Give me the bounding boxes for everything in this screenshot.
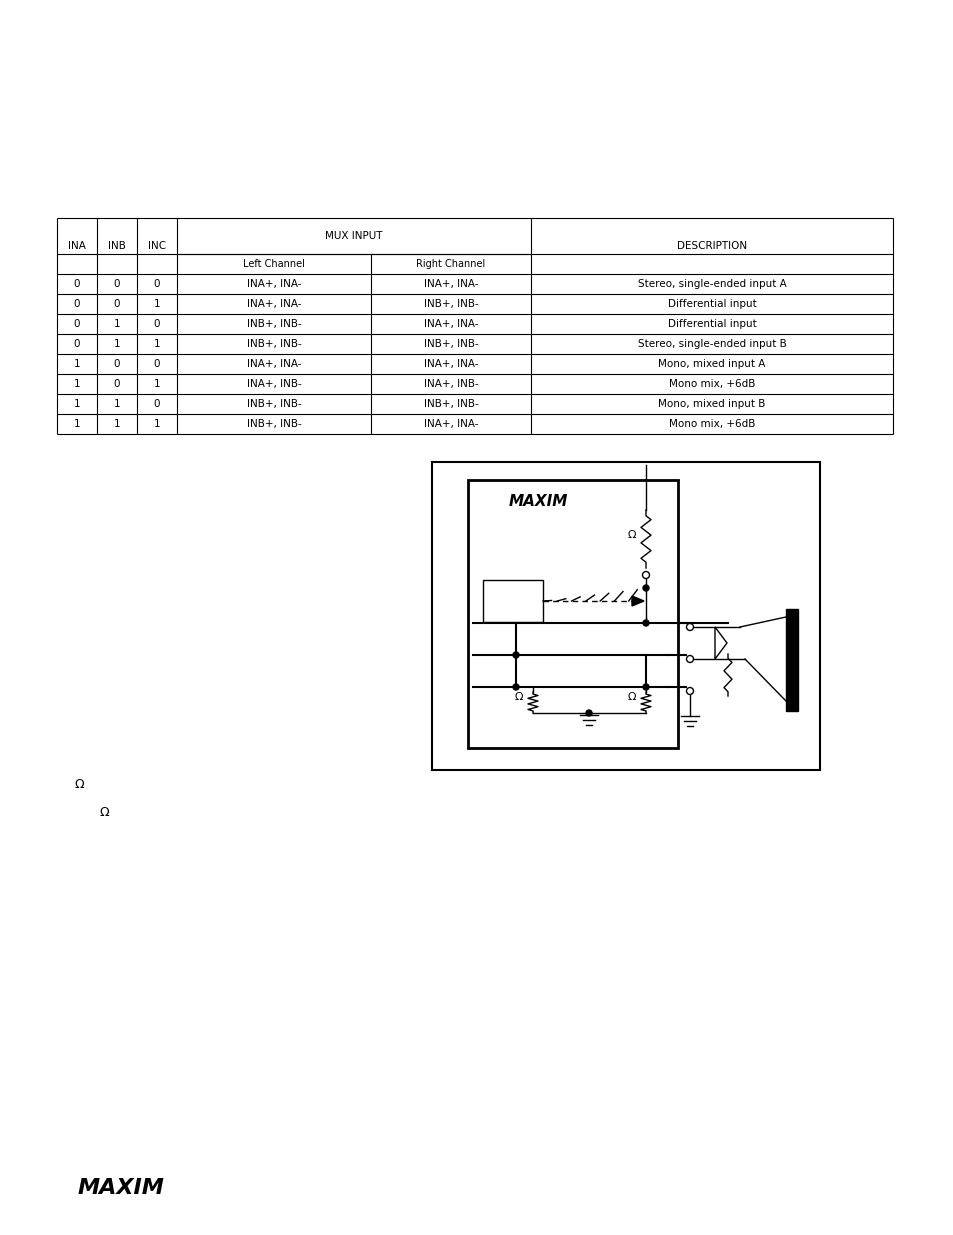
Text: INB+, INB-: INB+, INB- xyxy=(247,319,301,329)
Polygon shape xyxy=(785,609,797,711)
Polygon shape xyxy=(631,597,643,606)
Text: Mono, mixed input A: Mono, mixed input A xyxy=(658,359,765,369)
Circle shape xyxy=(642,620,648,626)
Text: 1: 1 xyxy=(153,379,160,389)
Text: MAXIM: MAXIM xyxy=(508,494,567,510)
Text: 0: 0 xyxy=(73,279,80,289)
Circle shape xyxy=(513,684,518,690)
Text: MUX INPUT: MUX INPUT xyxy=(325,231,382,241)
Text: 0: 0 xyxy=(113,299,120,309)
Text: INB+, INB-: INB+, INB- xyxy=(247,338,301,350)
Circle shape xyxy=(686,624,693,631)
Text: INA+, INA-: INA+, INA- xyxy=(423,279,477,289)
Text: INB: INB xyxy=(108,241,126,251)
Text: INA: INA xyxy=(68,241,86,251)
Text: 1: 1 xyxy=(153,419,160,429)
Text: 1: 1 xyxy=(153,338,160,350)
Text: 1: 1 xyxy=(113,419,120,429)
Text: Mono, mixed input B: Mono, mixed input B xyxy=(658,399,765,409)
Text: Ω: Ω xyxy=(75,778,85,792)
Circle shape xyxy=(642,585,648,592)
Circle shape xyxy=(585,710,592,716)
Text: 1: 1 xyxy=(73,359,80,369)
Bar xyxy=(432,462,820,769)
Text: INA+, INA-: INA+, INA- xyxy=(247,299,301,309)
Text: 1: 1 xyxy=(113,399,120,409)
Text: 0: 0 xyxy=(113,279,120,289)
Text: 1: 1 xyxy=(113,338,120,350)
Bar xyxy=(468,480,678,748)
Text: 0: 0 xyxy=(153,279,160,289)
Text: Mono mix, +6dB: Mono mix, +6dB xyxy=(668,379,755,389)
Text: INB+, INB-: INB+, INB- xyxy=(247,419,301,429)
Text: 0: 0 xyxy=(73,299,80,309)
Text: Left Channel: Left Channel xyxy=(243,259,305,269)
Text: MAXIM: MAXIM xyxy=(78,1178,165,1198)
Text: 0: 0 xyxy=(73,319,80,329)
Text: INB+, INB-: INB+, INB- xyxy=(423,399,477,409)
Text: 1: 1 xyxy=(153,299,160,309)
Text: 0: 0 xyxy=(73,338,80,350)
Text: INA+, INA-: INA+, INA- xyxy=(423,359,477,369)
Circle shape xyxy=(641,572,649,578)
Text: INC: INC xyxy=(148,241,166,251)
Circle shape xyxy=(686,656,693,662)
Text: INA+, INB-: INA+, INB- xyxy=(247,379,301,389)
Text: INB+, INB-: INB+, INB- xyxy=(423,299,477,309)
Text: Ω: Ω xyxy=(100,805,110,819)
Polygon shape xyxy=(714,627,726,659)
Text: Ω: Ω xyxy=(627,693,636,703)
Text: Ω: Ω xyxy=(627,530,636,540)
Text: 1: 1 xyxy=(73,399,80,409)
Circle shape xyxy=(642,684,648,690)
Text: INB+, INB-: INB+, INB- xyxy=(247,399,301,409)
Text: Ω: Ω xyxy=(515,693,522,703)
Bar xyxy=(482,580,542,622)
Text: INA+, INA-: INA+, INA- xyxy=(423,419,477,429)
Text: Stereo, single-ended input A: Stereo, single-ended input A xyxy=(637,279,785,289)
Text: Differential input: Differential input xyxy=(667,319,756,329)
Circle shape xyxy=(513,652,518,658)
Text: Differential input: Differential input xyxy=(667,299,756,309)
Text: 1: 1 xyxy=(73,419,80,429)
Text: 0: 0 xyxy=(153,359,160,369)
Text: Right Channel: Right Channel xyxy=(416,259,485,269)
Text: 1: 1 xyxy=(113,319,120,329)
Text: Stereo, single-ended input B: Stereo, single-ended input B xyxy=(637,338,785,350)
Text: 0: 0 xyxy=(113,379,120,389)
Text: INA+, INA-: INA+, INA- xyxy=(423,319,477,329)
Text: Mono mix, +6dB: Mono mix, +6dB xyxy=(668,419,755,429)
Text: INA+, INA-: INA+, INA- xyxy=(247,359,301,369)
Text: INB+, INB-: INB+, INB- xyxy=(423,338,477,350)
Text: 1: 1 xyxy=(73,379,80,389)
Text: DESCRIPTION: DESCRIPTION xyxy=(677,241,746,251)
Text: INA+, INA-: INA+, INA- xyxy=(247,279,301,289)
Text: 0: 0 xyxy=(113,359,120,369)
Circle shape xyxy=(686,688,693,694)
Text: 0: 0 xyxy=(153,399,160,409)
Text: 0: 0 xyxy=(153,319,160,329)
Text: INA+, INB-: INA+, INB- xyxy=(423,379,477,389)
